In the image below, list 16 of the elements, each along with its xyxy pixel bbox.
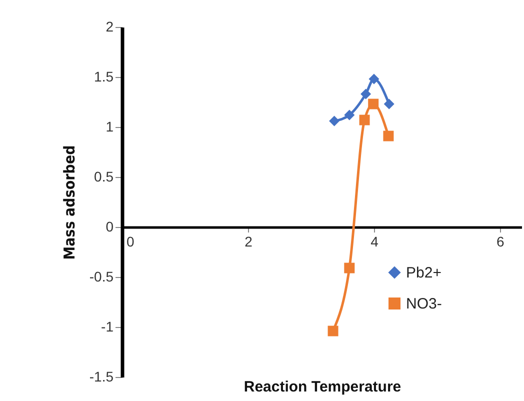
x-axis-title: Reaction Temperature	[244, 378, 402, 396]
x-tick-label: 0	[126, 234, 134, 250]
y-tick-label: 1	[106, 118, 114, 134]
x-tick-label: 2	[244, 234, 253, 250]
legend-label: NO3-	[406, 296, 442, 312]
y-tick-label: 1.5	[94, 68, 114, 84]
y-axis-title: Mass adsorbed	[60, 145, 78, 260]
y-tick-label: -1.5	[89, 368, 114, 384]
y-tick-label: -1	[101, 318, 114, 334]
y-tick-label: -0.5	[89, 268, 114, 284]
x-tick-label: 6	[496, 234, 505, 250]
y-tick-label: 0.5	[94, 168, 114, 184]
y-tick-label: 2	[106, 18, 114, 34]
x-tick-label: 4	[370, 234, 379, 250]
y-tick-label: 0	[106, 218, 114, 234]
legend-label: Pb2+	[406, 264, 442, 282]
